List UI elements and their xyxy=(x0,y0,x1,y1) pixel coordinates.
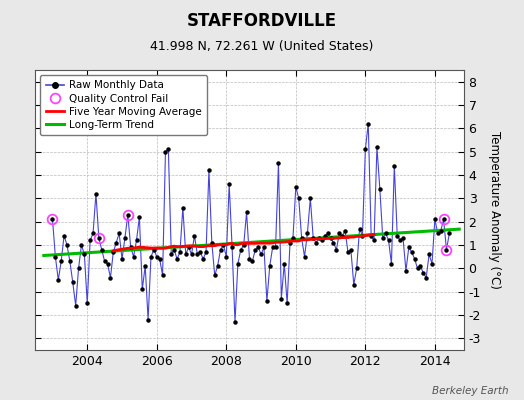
Text: 41.998 N, 72.261 W (United States): 41.998 N, 72.261 W (United States) xyxy=(150,40,374,53)
Y-axis label: Temperature Anomaly (°C): Temperature Anomaly (°C) xyxy=(488,131,501,289)
Legend: Raw Monthly Data, Quality Control Fail, Five Year Moving Average, Long-Term Tren: Raw Monthly Data, Quality Control Fail, … xyxy=(40,75,208,135)
Text: STAFFORDVILLE: STAFFORDVILLE xyxy=(187,12,337,30)
Text: Berkeley Earth: Berkeley Earth xyxy=(432,386,508,396)
